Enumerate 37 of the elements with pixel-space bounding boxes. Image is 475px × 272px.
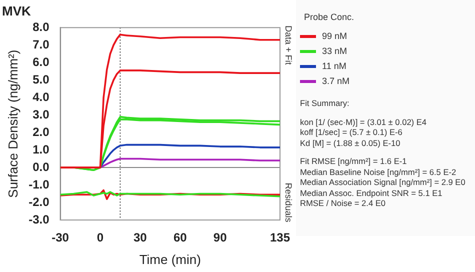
x-tick-label: 90 <box>213 230 228 245</box>
x-tick-label: -30 <box>52 230 70 245</box>
y-tick-label: -3.0 <box>28 212 50 226</box>
text: Median Association Signal [ng/mm²] = 2.9 E0 <box>300 177 466 188</box>
text: Kd [M] = (1.88 ± 0.05) E-10 <box>300 138 402 148</box>
legend-label: 11 nM <box>322 61 346 71</box>
legend-label: 33 nM <box>322 46 348 56</box>
chart-title: MVK <box>2 3 32 18</box>
y-tick-label: 6.0 <box>32 54 50 69</box>
text: Fit Summary: <box>300 98 350 108</box>
y-axis-title: Surface Density (ng/mm²) <box>5 50 20 198</box>
y-tick-label: -1.0 <box>28 177 50 192</box>
x-tick-label: 60 <box>173 230 188 245</box>
text: Fit RMSE [ng/mm²] = 1.6 E-1 <box>300 156 408 166</box>
text: Residuals <box>284 182 294 223</box>
text: RMSE / Noise = 2.4 E0 <box>300 198 387 208</box>
legend-label: 3.7 nM <box>322 76 350 86</box>
y-tick-label: 0.0 <box>32 160 50 174</box>
x-tick-label: 30 <box>133 230 148 245</box>
y-tick-label: 3.0 <box>32 107 50 122</box>
legend-label: 99 nM <box>322 31 348 41</box>
y-tick-label: -2.0 <box>28 194 50 209</box>
y-tick-label: 4.0 <box>32 90 50 104</box>
x-tick-label: 0 <box>96 230 104 245</box>
text: Median Assoc. Endpoint SNR = 5.1 E1 <box>300 188 444 198</box>
y-tick-label: 5.0 <box>32 72 50 86</box>
y-tick-label: 1.0 <box>32 142 50 156</box>
text: Median Baseline Noise [ng/mm²] = 6.5 E-2 <box>300 166 458 177</box>
x-tick-label: 135 <box>270 230 290 245</box>
text: koff [1/sec] = (5.7 ± 0.1) E-6 <box>300 127 404 138</box>
text: Data + Fit <box>284 25 294 66</box>
y-tick-label: 7.0 <box>32 37 50 52</box>
text: kon [1/ (sec·M)] = (3.01 ± 0.02) E4 <box>300 116 428 127</box>
legend-title: Probe Conc. <box>304 12 354 22</box>
y-tick-label: 2.0 <box>32 124 50 139</box>
y-tick-label: 8.0 <box>32 20 50 34</box>
x-axis-title: Time (min) <box>139 252 201 267</box>
